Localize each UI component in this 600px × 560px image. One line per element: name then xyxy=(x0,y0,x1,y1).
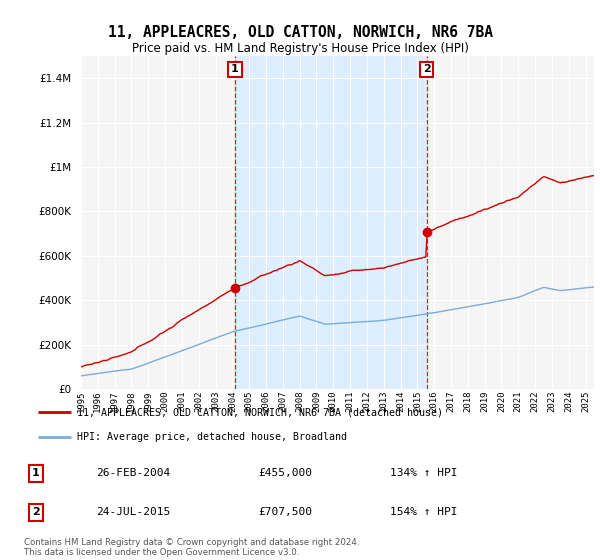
Text: 11, APPLEACRES, OLD CATTON, NORWICH, NR6 7BA: 11, APPLEACRES, OLD CATTON, NORWICH, NR6… xyxy=(107,25,493,40)
Text: 11, APPLEACRES, OLD CATTON, NORWICH, NR6 7BA (detached house): 11, APPLEACRES, OLD CATTON, NORWICH, NR6… xyxy=(77,408,443,418)
Text: Contains HM Land Registry data © Crown copyright and database right 2024.
This d: Contains HM Land Registry data © Crown c… xyxy=(24,538,359,557)
Text: 134% ↑ HPI: 134% ↑ HPI xyxy=(390,468,458,478)
Text: 1: 1 xyxy=(32,468,40,478)
Text: 2: 2 xyxy=(32,507,40,517)
Text: 154% ↑ HPI: 154% ↑ HPI xyxy=(390,507,458,517)
Text: £707,500: £707,500 xyxy=(258,507,312,517)
Bar xyxy=(235,56,427,389)
Text: 26-FEB-2004: 26-FEB-2004 xyxy=(96,468,170,478)
Text: 24-JUL-2015: 24-JUL-2015 xyxy=(96,507,170,517)
Text: 1: 1 xyxy=(231,64,239,74)
Text: Price paid vs. HM Land Registry's House Price Index (HPI): Price paid vs. HM Land Registry's House … xyxy=(131,42,469,55)
Text: 2: 2 xyxy=(423,64,431,74)
Text: HPI: Average price, detached house, Broadland: HPI: Average price, detached house, Broa… xyxy=(77,432,347,442)
Text: £455,000: £455,000 xyxy=(258,468,312,478)
